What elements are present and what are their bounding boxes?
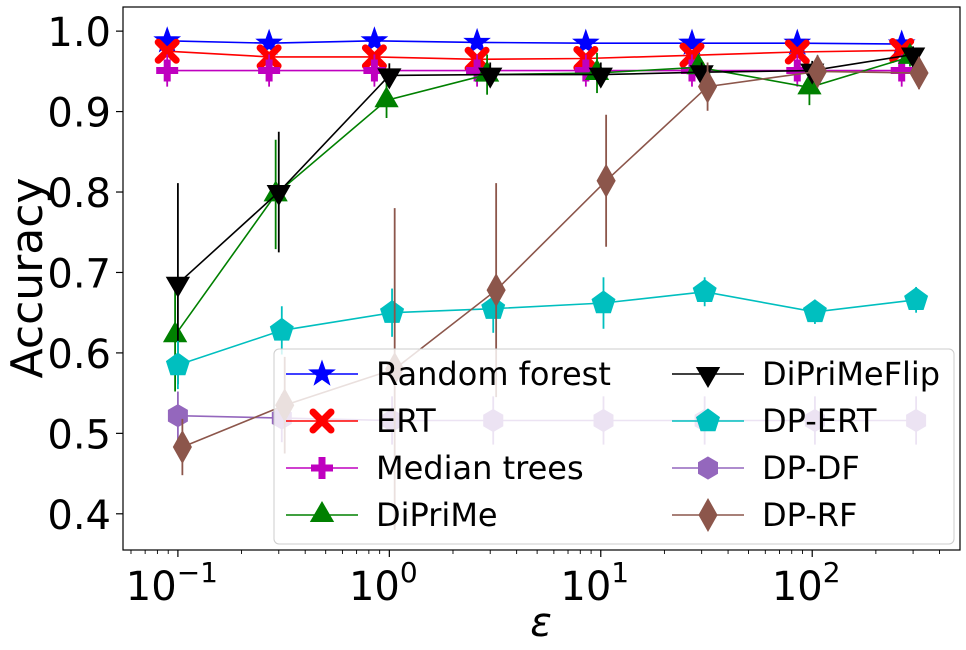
data-point	[463, 27, 491, 55]
y-tick-label: 0.7	[47, 251, 111, 297]
data-point	[156, 59, 179, 82]
x-tick-label: 100	[349, 556, 418, 610]
legend-marker	[308, 359, 336, 386]
legend-marker	[311, 457, 333, 479]
y-tick-label: 0.9	[47, 91, 111, 137]
legend-item: Median trees	[286, 449, 584, 487]
data-point	[269, 317, 294, 341]
series-line	[177, 290, 917, 366]
series-line	[177, 53, 914, 285]
data-point	[591, 290, 616, 314]
legend-item: DP-ERT	[672, 402, 877, 440]
data-point	[153, 26, 182, 53]
x-axis-label: ε	[530, 600, 552, 646]
legend-label: Random forest	[376, 355, 611, 393]
legend-label: ERT	[376, 402, 436, 440]
series-dp-ert	[165, 277, 929, 390]
legend-label: DiPriMe	[376, 496, 498, 534]
legend-box	[273, 348, 955, 545]
y-axis-label: Accuracy	[2, 178, 53, 379]
legend-label: DiPriMeFlip	[762, 355, 940, 393]
legend-marker	[309, 501, 335, 522]
legend-label: DP-DF	[762, 449, 860, 487]
data-point	[165, 276, 191, 298]
series-line	[167, 49, 902, 61]
x-tick-label: 10−1	[126, 556, 218, 610]
data-point	[904, 287, 929, 310]
data-point	[258, 59, 281, 82]
data-point	[374, 86, 399, 108]
y-tick-label: 0.6	[47, 332, 111, 378]
series-line	[174, 56, 911, 336]
y-axis: 0.4 0.5 0.6 0.7 0.8 0.9 1.0	[47, 10, 123, 539]
y-tick-label: 0.4	[47, 493, 111, 539]
legend-item: DP-RF	[672, 496, 857, 534]
legend-marker	[698, 497, 718, 533]
legend-item: DiPriMeFlip	[672, 355, 940, 393]
data-point	[698, 69, 718, 104]
series-line	[167, 39, 902, 45]
legend-label: DP-RF	[762, 496, 857, 534]
data-point	[678, 28, 706, 55]
legend-item: ERT	[286, 402, 436, 440]
legend-marker	[695, 367, 721, 388]
data-point	[588, 67, 613, 89]
x-tick-label: 102	[772, 556, 841, 610]
data-point	[172, 430, 192, 465]
x-axis: 10−1 100 101 102	[126, 550, 940, 610]
data-point	[154, 38, 180, 64]
data-point	[165, 352, 190, 376]
data-point	[909, 55, 929, 90]
y-tick-label: 1.0	[47, 10, 111, 56]
data-point	[360, 26, 389, 53]
data-point	[802, 299, 827, 323]
data-point	[380, 300, 405, 323]
legend-marker	[696, 408, 720, 432]
data-point	[255, 28, 283, 55]
data-point	[162, 321, 188, 343]
data-point	[377, 68, 402, 90]
data-point	[486, 273, 506, 308]
data-point	[266, 185, 291, 207]
data-point	[572, 28, 600, 55]
data-point	[784, 39, 810, 65]
data-point	[596, 163, 616, 198]
data-point	[692, 279, 717, 302]
legend-marker	[309, 408, 335, 434]
y-tick-label: 0.5	[47, 412, 111, 458]
legend-item: DiPriMe	[286, 496, 498, 534]
data-point	[797, 73, 822, 95]
data-point	[478, 67, 503, 89]
legend-marker	[698, 456, 718, 480]
legend-label: DP-ERT	[762, 402, 877, 440]
data-point	[167, 404, 188, 428]
legend: Random forest ERT Median trees DiPriMe DiPri…	[273, 348, 955, 545]
data-point	[807, 54, 828, 89]
legend-item: Random forest	[286, 355, 611, 393]
x-tick-label: 101	[560, 556, 629, 610]
legend-item: DP-DF	[672, 449, 860, 487]
y-tick-label: 0.8	[47, 171, 111, 217]
legend-label: Median trees	[376, 449, 584, 487]
